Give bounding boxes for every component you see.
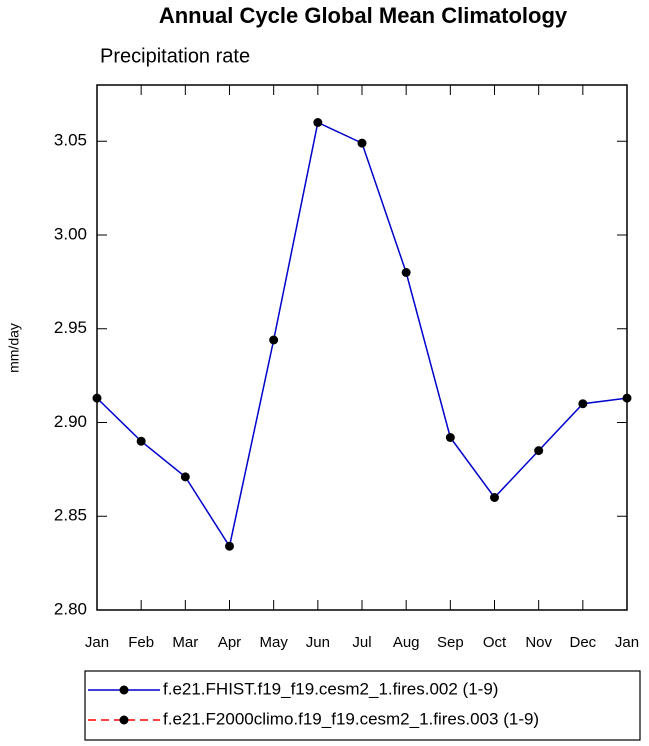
legend-marker [119, 685, 129, 695]
marker [534, 446, 544, 456]
marker [622, 393, 632, 403]
y-tick-label: 2.85 [54, 506, 87, 525]
x-tick-label: Jan [85, 634, 109, 651]
x-tick-label: Sep [437, 634, 464, 651]
legend-box [84, 670, 641, 741]
chart-subtitle: Precipitation rate [100, 45, 250, 67]
plot-frame [96, 84, 628, 611]
y-tick-label: 2.90 [54, 412, 87, 431]
x-tick-label: May [259, 634, 288, 651]
marker [180, 472, 190, 482]
y-tick-label: 3.05 [54, 131, 87, 150]
series-line [96, 121, 628, 549]
marker [357, 138, 367, 148]
marker [445, 433, 455, 442]
chart-title: Annual Cycle Global Mean Climatology [159, 3, 568, 28]
x-tick-label: Dec [569, 634, 596, 651]
marker [225, 541, 234, 551]
y-tick-label: 3.00 [54, 224, 87, 243]
y-tick-label: 2.80 [54, 599, 87, 618]
marker [269, 335, 279, 345]
x-tick-label: Jun [306, 634, 330, 651]
x-tick-label: Oct [483, 634, 507, 651]
y-tick-label: 2.95 [54, 318, 87, 337]
legend-marker [119, 715, 129, 725]
marker [136, 436, 146, 446]
x-tick-label: Nov [525, 634, 552, 651]
marker [313, 118, 323, 127]
marker [578, 399, 588, 409]
marker [401, 268, 411, 277]
y-axis-label: mm/day [6, 323, 22, 373]
x-tick-label: Apr [218, 634, 241, 651]
x-tick-label: Feb [128, 634, 154, 651]
x-tick-label: Aug [393, 634, 420, 651]
legend-label: f.e21.FHIST.f19_f19.cesm2_1.fires.002 (1… [163, 679, 498, 698]
legend-label: f.e21.F2000climo.f19_f19.cesm2_1.fires.0… [163, 709, 539, 728]
x-tick-label: Jul [352, 634, 371, 651]
x-tick-label: Jan [615, 634, 639, 651]
x-tick-label: Mar [172, 634, 198, 651]
marker [92, 393, 102, 403]
marker [490, 493, 499, 502]
